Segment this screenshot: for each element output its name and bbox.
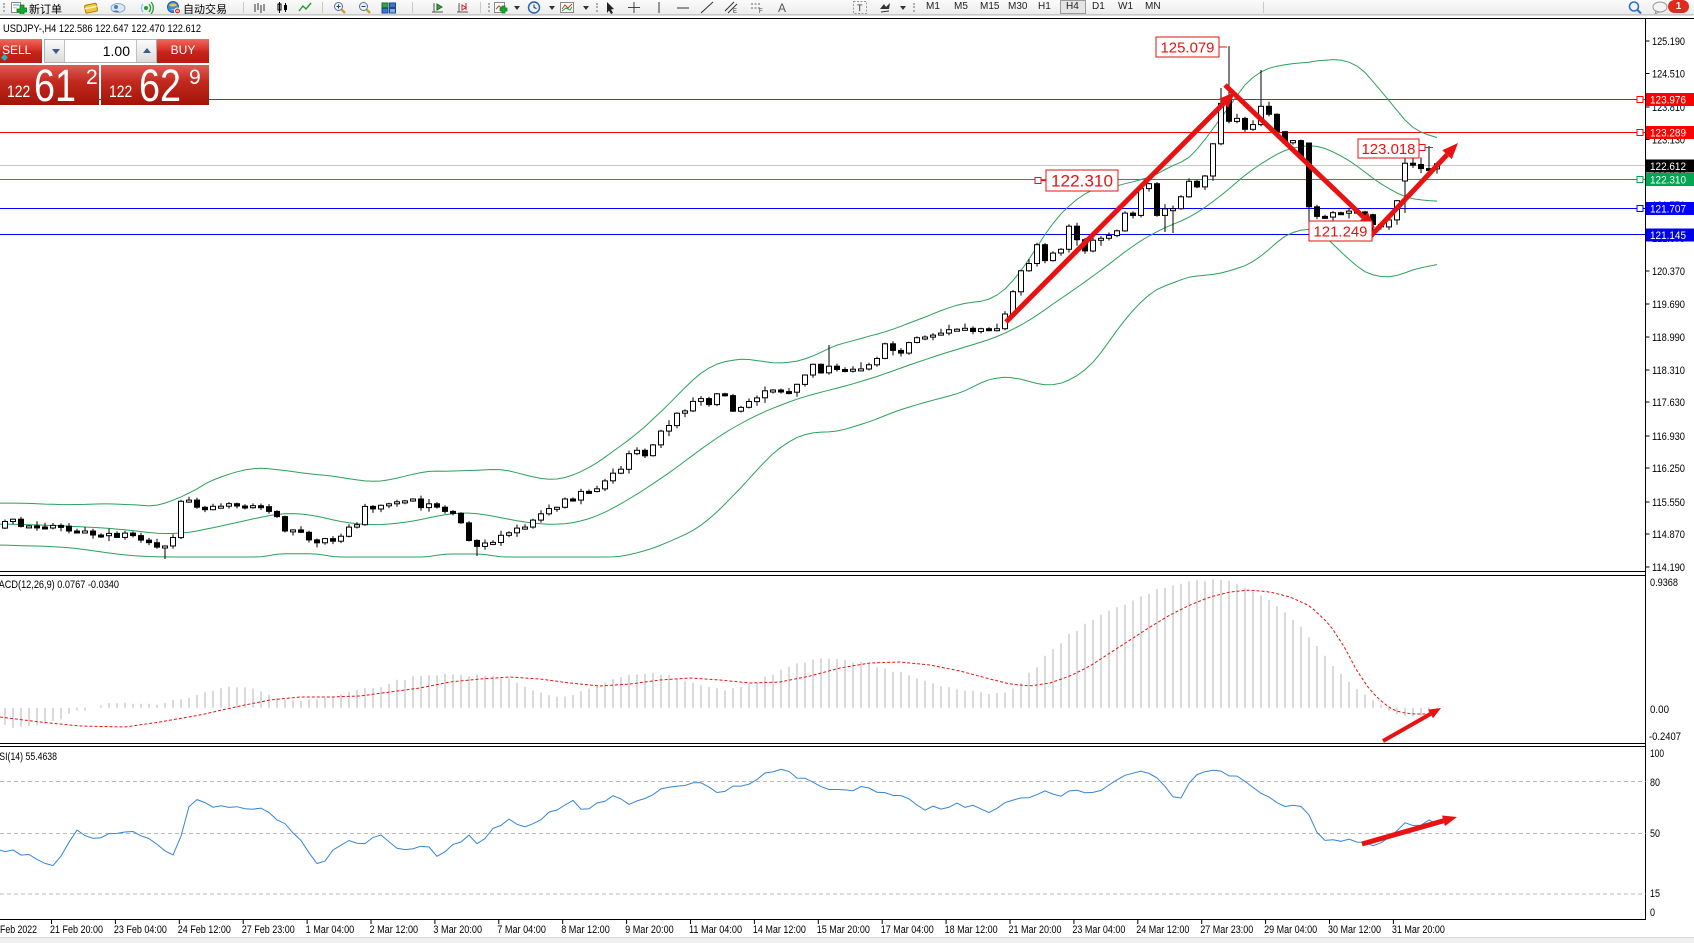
svg-text:15 Mar 20:00: 15 Mar 20:00 [817, 924, 870, 936]
svg-text:116.250: 116.250 [1652, 463, 1685, 475]
svg-text:80: 80 [1650, 777, 1660, 789]
svg-text:31 Mar 20:00: 31 Mar 20:00 [1392, 924, 1445, 936]
svg-text:USDJPY-,H4 122.586 122.647 12: USDJPY-,H4 122.586 122.647 122.470 122.6… [3, 23, 201, 35]
svg-text:121.145: 121.145 [1650, 230, 1686, 242]
svg-text:124.510: 124.510 [1652, 69, 1685, 81]
svg-text:8 Mar 12:00: 8 Mar 12:00 [561, 924, 610, 936]
svg-text:120.370: 120.370 [1652, 266, 1685, 278]
svg-text:27 Feb 23:00: 27 Feb 23:00 [242, 924, 295, 936]
svg-text:0.00: 0.00 [1650, 704, 1669, 716]
svg-text:-0.2407: -0.2407 [1649, 731, 1681, 743]
svg-text:3 Mar 20:00: 3 Mar 20:00 [433, 924, 482, 936]
svg-text:29 Mar 04:00: 29 Mar 04:00 [1264, 924, 1317, 936]
svg-text:125.190: 125.190 [1652, 36, 1685, 48]
svg-text:0.9368: 0.9368 [1650, 577, 1678, 589]
svg-text:23 Mar 04:00: 23 Mar 04:00 [1072, 924, 1125, 936]
svg-text:F: F [759, 9, 763, 14]
svg-text:15: 15 [1650, 888, 1660, 900]
svg-text:24 Feb 12:00: 24 Feb 12:00 [178, 924, 231, 936]
svg-text:24 Mar 12:00: 24 Mar 12:00 [1136, 924, 1189, 936]
svg-text:14 Mar 12:00: 14 Mar 12:00 [753, 924, 806, 936]
svg-text:17 Mar 04:00: 17 Mar 04:00 [881, 924, 934, 936]
svg-text:1 Mar 04:00: 1 Mar 04:00 [306, 924, 355, 936]
svg-text:123.018: 123.018 [1362, 141, 1416, 158]
svg-text:18 Mar 12:00: 18 Mar 12:00 [945, 924, 998, 936]
svg-text:9 Mar 20:00: 9 Mar 20:00 [625, 924, 674, 936]
svg-text:123.289: 123.289 [1650, 128, 1686, 140]
svg-text:23 Feb 04:00: 23 Feb 04:00 [114, 924, 167, 936]
svg-text:114.190: 114.190 [1652, 562, 1685, 574]
svg-text:125.079: 125.079 [1161, 39, 1215, 56]
svg-text:11 Mar 04:00: 11 Mar 04:00 [689, 924, 742, 936]
svg-text:2 Mar 12:00: 2 Mar 12:00 [370, 924, 419, 936]
svg-text:100: 100 [1650, 748, 1664, 760]
svg-text:118.990: 118.990 [1652, 332, 1685, 344]
svg-text:50: 50 [1650, 828, 1660, 840]
svg-text:27 Mar 23:00: 27 Mar 23:00 [1200, 924, 1253, 936]
svg-text:MACD(12,26,9) 0.0767 -0.0340: MACD(12,26,9) 0.0767 -0.0340 [0, 579, 119, 591]
svg-text:21 Feb 20:00: 21 Feb 20:00 [50, 924, 103, 936]
svg-text:116.930: 116.930 [1652, 431, 1685, 443]
svg-text:121.249: 121.249 [1314, 223, 1368, 240]
svg-text:T: T [857, 3, 863, 13]
svg-text:121.707: 121.707 [1650, 204, 1686, 216]
svg-text:114.870: 114.870 [1652, 529, 1685, 541]
svg-text:Feb 2022: Feb 2022 [0, 924, 37, 936]
svg-text:30 Mar 12:00: 30 Mar 12:00 [1328, 924, 1381, 936]
svg-text:0: 0 [1650, 907, 1655, 919]
svg-text:21 Mar 20:00: 21 Mar 20:00 [1009, 924, 1062, 936]
svg-text:122.612: 122.612 [1650, 161, 1686, 173]
svg-text:117.630: 117.630 [1652, 397, 1685, 409]
svg-text:115.550: 115.550 [1652, 497, 1685, 509]
svg-text:123.976: 123.976 [1650, 95, 1686, 107]
svg-text:119.690: 119.690 [1652, 299, 1685, 311]
svg-text:7 Mar 04:00: 7 Mar 04:00 [497, 924, 546, 936]
svg-text:E: E [733, 9, 737, 14]
svg-text:118.310: 118.310 [1652, 365, 1685, 377]
svg-text:122.310: 122.310 [1051, 172, 1113, 191]
svg-text:122.310: 122.310 [1650, 175, 1686, 187]
svg-text:RSI(14) 55.4638: RSI(14) 55.4638 [0, 751, 57, 763]
